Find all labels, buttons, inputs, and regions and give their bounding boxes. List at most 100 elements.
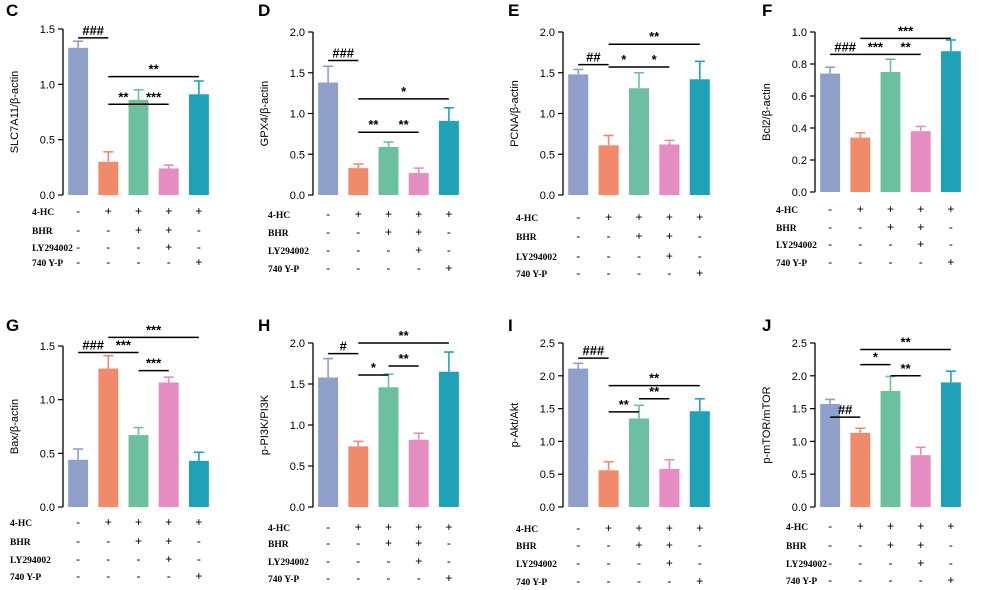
significance-label: ***	[146, 322, 162, 337]
treatment-sign: +	[385, 536, 392, 550]
treatment-sign: -	[137, 255, 141, 269]
y-tick-label: 2.0	[290, 338, 305, 350]
treatment-sign: +	[666, 249, 673, 263]
treatment-sign: -	[637, 556, 641, 570]
treatment-sign: -	[326, 225, 330, 239]
y-tick-label: 1.0	[40, 395, 55, 407]
treatment-sign: +	[165, 552, 172, 566]
treatment-row-label: BHR	[516, 542, 537, 552]
treatment-sign: -	[949, 538, 953, 552]
treatment-sign: -	[106, 569, 110, 583]
bar	[820, 73, 841, 192]
treatment-row-label: 740 Y-P	[268, 575, 299, 585]
treatment-sign: -	[858, 255, 862, 269]
bar	[910, 131, 931, 192]
treatment-sign: -	[326, 520, 330, 534]
treatment-sign: -	[949, 237, 953, 251]
treatment-row-label: 4-HC	[32, 208, 54, 218]
treatment-sign: +	[355, 207, 362, 221]
treatment-sign: -	[828, 538, 832, 552]
bar	[659, 468, 680, 507]
treatment-sign: -	[106, 552, 110, 566]
y-tick-label: 0.0	[290, 502, 305, 514]
bar	[659, 144, 680, 195]
treatment-row-label: 740 Y-P	[10, 573, 41, 583]
y-tick-label: 2.0	[792, 371, 807, 383]
treatment-sign: -	[387, 261, 391, 275]
bar	[348, 446, 369, 507]
treatment-sign: -	[576, 229, 580, 243]
treatment-row-label: 4-HC	[268, 211, 290, 221]
treatment-sign: +	[165, 240, 172, 254]
treatment-sign: -	[889, 255, 893, 269]
treatment-sign: -	[607, 556, 611, 570]
bar	[378, 146, 399, 195]
treatment-sign: +	[385, 520, 392, 534]
significance-label: *	[371, 360, 377, 375]
treatment-sign: +	[165, 515, 172, 529]
treatment-sign: -	[137, 552, 141, 566]
y-tick-label: 2.0	[540, 27, 555, 39]
treatment-row-label: LY294002	[516, 560, 557, 570]
treatment-sign: -	[76, 204, 80, 218]
bar	[568, 74, 589, 195]
y-axis-label: p-Akt/Akt	[509, 403, 521, 448]
significance-label: *	[873, 350, 879, 365]
treatment-sign: -	[167, 569, 171, 583]
treatment-row-label: BHR	[10, 538, 31, 548]
treatment-sign: +	[445, 520, 452, 534]
treatment-sign: -	[889, 573, 893, 587]
significance-label: **	[399, 328, 410, 343]
treatment-sign: +	[947, 573, 954, 587]
bar	[318, 82, 339, 195]
treatment-sign: -	[858, 538, 862, 552]
treatment-sign: -	[356, 554, 360, 568]
y-tick-label: 1.5	[540, 68, 555, 80]
treatment-sign: -	[949, 220, 953, 234]
significance-label: ***	[146, 356, 162, 371]
significance-label: ##	[838, 402, 853, 417]
treatment-sign: +	[445, 261, 452, 275]
treatment-sign: +	[696, 210, 703, 224]
treatment-sign: +	[195, 569, 202, 583]
treatment-sign: +	[917, 519, 924, 533]
y-tick-label: 0.0	[40, 190, 55, 202]
treatment-sign: -	[76, 569, 80, 583]
treatment-row-label: 740 Y-P	[786, 577, 817, 587]
treatment-sign: -	[106, 223, 110, 237]
y-tick-label: 1.0	[290, 109, 305, 121]
treatment-sign: -	[447, 554, 451, 568]
treatment-sign: +	[445, 571, 452, 585]
bar	[188, 94, 209, 195]
y-tick-label: 2.0	[540, 371, 555, 383]
panel-letter: F	[762, 1, 772, 20]
bar	[850, 137, 871, 192]
treatment-sign: +	[165, 223, 172, 237]
treatment-sign: -	[637, 266, 641, 280]
treatment-row-label: LY294002	[268, 558, 309, 568]
treatment-row-label: LY294002	[776, 241, 817, 251]
treatment-sign: -	[326, 571, 330, 585]
treatment-sign: +	[415, 243, 422, 257]
treatment-sign: +	[666, 556, 673, 570]
treatment-sign: -	[576, 574, 580, 588]
significance-label: **	[649, 371, 660, 386]
bar	[628, 418, 650, 507]
treatment-sign: +	[415, 554, 422, 568]
treatment-row-label: BHR	[268, 540, 289, 550]
treatment-row-label: 4-HC	[516, 525, 538, 535]
treatment-sign: +	[385, 207, 392, 221]
treatment-sign: -	[76, 552, 80, 566]
treatment-row-label: 4-HC	[268, 524, 290, 534]
treatment-sign: +	[917, 538, 924, 552]
y-axis-label: GPX4/β-actin	[259, 81, 271, 147]
chart-panel-H: H0.00.51.01.52.0p-PI3K/PI3K#*****4-HC - + +…	[258, 316, 459, 585]
y-axis-label: Bcl2/β-actin	[761, 83, 773, 141]
treatment-sign: +	[696, 521, 703, 535]
panel-letter: C	[6, 1, 18, 20]
y-tick-label: 0.5	[540, 469, 555, 481]
bar	[68, 47, 89, 196]
